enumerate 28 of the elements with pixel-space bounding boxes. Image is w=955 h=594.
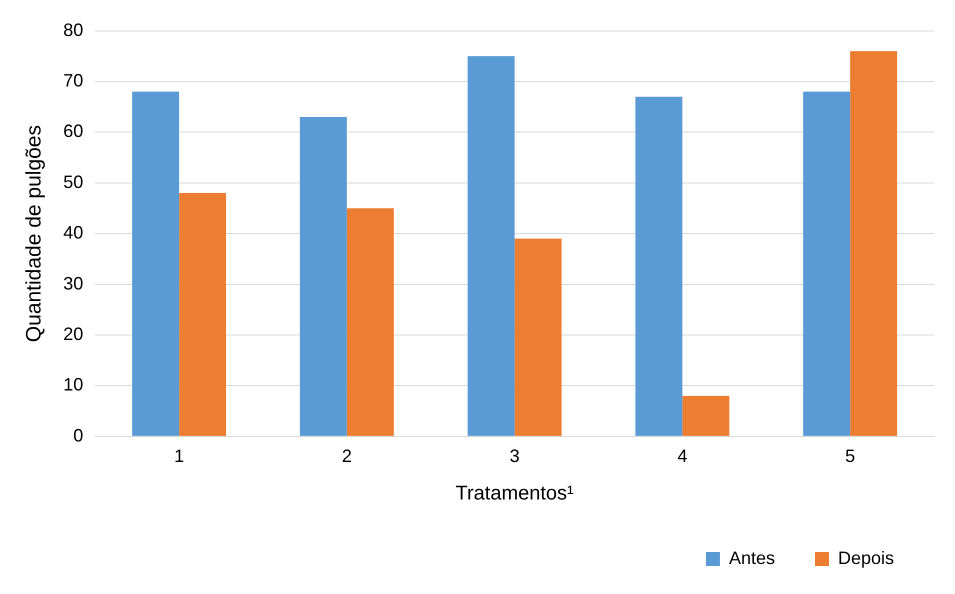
- x-axis-title: Tratamentos¹: [456, 482, 574, 505]
- bar: [803, 92, 850, 436]
- y-axis-title: Quantidade de pulgões: [22, 125, 46, 342]
- y-tick-label: 40: [63, 222, 84, 243]
- y-tick-label: 0: [73, 425, 84, 446]
- bar: [635, 96, 682, 436]
- bar: [468, 56, 515, 436]
- y-tick-label: 70: [63, 70, 84, 90]
- bar: [300, 116, 347, 436]
- x-tick-label: 5: [845, 446, 856, 466]
- bar: [682, 396, 730, 436]
- bar: [514, 238, 562, 436]
- x-tick-label: 2: [342, 446, 352, 466]
- y-tick-label: 10: [63, 374, 84, 395]
- y-tick-label: 20: [63, 324, 84, 344]
- y-tick-label: 30: [63, 273, 84, 294]
- y-tick-label: 60: [63, 121, 84, 142]
- y-tick-label: 80: [63, 20, 84, 40]
- bar: [132, 92, 180, 436]
- legend-label: Depois: [838, 548, 894, 568]
- bar: [850, 51, 898, 436]
- legend-label: Antes: [728, 548, 775, 568]
- bar: [179, 193, 226, 436]
- x-tick-label: 4: [677, 446, 688, 466]
- bar: [346, 208, 394, 436]
- y-tick-label: 50: [63, 172, 84, 192]
- x-tick-label: 3: [510, 446, 520, 466]
- x-tick-label: 1: [174, 446, 184, 466]
